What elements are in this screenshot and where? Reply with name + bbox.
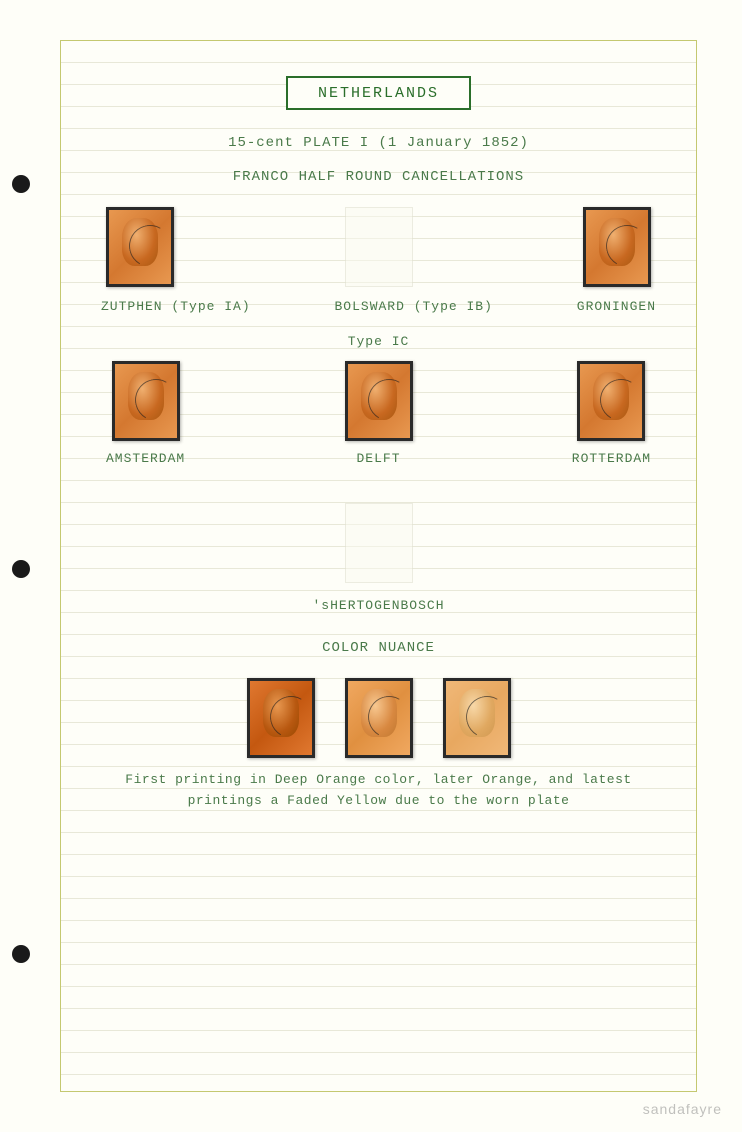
stamp-item: ROTTERDAM bbox=[572, 361, 651, 466]
title-wrapper: NETHERLANDS bbox=[86, 76, 671, 135]
color-description: First printing in Deep Orange color, lat… bbox=[86, 770, 671, 812]
stamp-item bbox=[583, 207, 651, 287]
stamp-rotterdam bbox=[577, 361, 645, 441]
stamp-label: AMSTERDAM bbox=[106, 451, 185, 466]
description-line: First printing in Deep Orange color, lat… bbox=[125, 772, 631, 787]
binder-hole bbox=[12, 945, 30, 963]
binder-hole bbox=[12, 175, 30, 193]
stamp-label: ROTTERDAM bbox=[572, 451, 651, 466]
stamp-item bbox=[106, 207, 174, 287]
color-nuance-row bbox=[86, 678, 671, 758]
plate-info: 15-cent PLATE I (1 January 1852) bbox=[86, 135, 671, 151]
stamp-row-1 bbox=[86, 207, 671, 287]
color-nuance-heading: COLOR NUANCE bbox=[86, 640, 671, 656]
label-row-1: ZUTPHEN (Type IA) BOLSWARD (Type IB) GRO… bbox=[86, 299, 671, 314]
stamp-groningen bbox=[583, 207, 651, 287]
stamp-label: BOLSWARD (Type IB) bbox=[334, 299, 492, 314]
stamp-orange bbox=[345, 678, 413, 758]
stamp-delft bbox=[345, 361, 413, 441]
stamp-row-3 bbox=[86, 503, 671, 588]
stamp-deep-orange bbox=[247, 678, 315, 758]
stamp-placeholder-bolsward bbox=[345, 207, 413, 287]
type-label: Type IC bbox=[86, 334, 671, 349]
stamp-item bbox=[345, 503, 413, 583]
stamp-label: GRONINGEN bbox=[577, 299, 656, 314]
stamp-zutphen bbox=[106, 207, 174, 287]
album-page: NETHERLANDS 15-cent PLATE I (1 January 1… bbox=[0, 0, 742, 1132]
cancellation-heading: FRANCO HALF ROUND CANCELLATIONS bbox=[86, 169, 671, 185]
stamp-label: DELFT bbox=[356, 451, 400, 466]
country-title: NETHERLANDS bbox=[318, 85, 439, 102]
watermark: sandafayre bbox=[643, 1101, 722, 1117]
stamp-faded-yellow bbox=[443, 678, 511, 758]
page-frame: NETHERLANDS 15-cent PLATE I (1 January 1… bbox=[60, 40, 697, 1092]
stamp-label: ZUTPHEN (Type IA) bbox=[101, 299, 251, 314]
stamp-amsterdam bbox=[112, 361, 180, 441]
stamp-row-2: AMSTERDAM DELFT ROTTERDAM bbox=[86, 361, 671, 466]
stamp-item bbox=[443, 678, 511, 758]
stamp-item bbox=[247, 678, 315, 758]
stamp-item: DELFT bbox=[345, 361, 413, 466]
binder-hole bbox=[12, 560, 30, 578]
stamp-item bbox=[345, 207, 413, 287]
stamp-label: 'sHERTOGENBOSCH bbox=[86, 598, 671, 613]
stamp-item bbox=[345, 678, 413, 758]
stamp-placeholder-hertogenbosch bbox=[345, 503, 413, 583]
title-box: NETHERLANDS bbox=[286, 76, 471, 110]
stamp-item: AMSTERDAM bbox=[106, 361, 185, 466]
description-line: printings a Faded Yellow due to the worn… bbox=[188, 793, 570, 808]
